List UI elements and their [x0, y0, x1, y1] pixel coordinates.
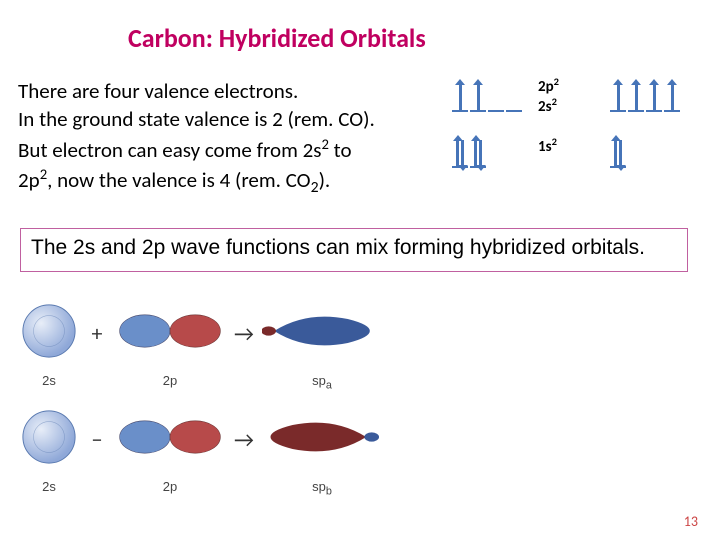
line4b: , now the valence is 4 (rem. CO — [47, 167, 310, 193]
orbital-diagram-ground — [452, 78, 524, 168]
s-orbital-icon — [20, 408, 78, 466]
electron-arrow-down — [619, 140, 622, 166]
electron-arrow-up — [459, 84, 462, 110]
label-2s: 2s — [538, 98, 552, 116]
label-1s: 1s — [538, 138, 552, 156]
highlight-text: The 2s and 2p wave functions can mix for… — [31, 236, 645, 259]
plus-op: + — [88, 320, 106, 347]
orbital-box — [470, 134, 486, 168]
page-number: 13 — [684, 513, 698, 530]
p-orbital-icon — [116, 308, 224, 354]
s-orbital-icon — [20, 302, 78, 360]
orbital-box — [610, 134, 626, 168]
figure-row-minus: − → — [20, 408, 460, 471]
electron-arrow-up — [653, 84, 656, 110]
label-2s-sup: 2 — [552, 95, 557, 108]
line4a: 2p — [18, 167, 40, 193]
orbital-labels-bottom: 1s2 — [538, 136, 557, 156]
orbital-box — [470, 78, 486, 112]
line3a: But electron can easy come from 2s — [18, 137, 321, 163]
orbital-diagram-excited — [610, 78, 710, 168]
orbital-box — [628, 78, 644, 112]
arrow-op-2: → — [234, 426, 252, 453]
electron-arrow-up — [635, 84, 638, 110]
figure-row-plus: + → — [20, 302, 460, 365]
electron-arrow-up — [614, 140, 617, 166]
line4sup2: 2 — [311, 178, 319, 197]
orbital-labels-top: 2p2 2s2 — [538, 76, 559, 116]
highlight-box: The 2s and 2p wave functions can mix for… — [20, 228, 688, 272]
electron-arrow-up — [474, 140, 477, 166]
line4c: ). — [319, 167, 331, 193]
electron-arrow-up — [617, 84, 620, 110]
line3sup: 2 — [321, 135, 328, 153]
sp-orbital-icon — [262, 414, 382, 460]
figure-labels-1: 2s 2p spa — [20, 373, 460, 392]
label-2p-sup: 2 — [554, 75, 559, 88]
figure-labels-2: 2s 2p spb — [20, 479, 460, 498]
electron-arrow-up — [477, 84, 480, 110]
orbital-box — [664, 78, 680, 112]
electron-arrow-up — [671, 84, 674, 110]
orbital-mixing-figure: + → 2s 2p spa − → 2s 2p — [20, 302, 460, 497]
orbital-box — [506, 78, 522, 112]
orbital-box — [452, 78, 468, 112]
orbital-box — [452, 134, 468, 168]
page-title: Carbon: Hybridized Orbitals — [128, 22, 426, 54]
orbital-box — [646, 78, 662, 112]
label-2p: 2p — [538, 78, 554, 96]
p-orbital-icon — [116, 414, 224, 460]
sp-orbital-icon — [262, 308, 382, 354]
electron-arrow-down — [461, 140, 464, 166]
electron-arrow-up — [456, 140, 459, 166]
orbital-box — [610, 78, 626, 112]
body-text: There are four valence electrons. In the… — [18, 78, 428, 200]
orbital-box — [488, 78, 504, 112]
minus-op: − — [88, 426, 106, 453]
line1: There are four valence electrons. — [18, 78, 298, 104]
label-1s-sup: 2 — [552, 135, 557, 148]
electron-arrow-down — [479, 140, 482, 166]
line2: In the ground state valence is 2 (rem. C… — [18, 106, 375, 132]
line3b: to — [329, 137, 352, 163]
arrow-op: → — [234, 320, 252, 347]
